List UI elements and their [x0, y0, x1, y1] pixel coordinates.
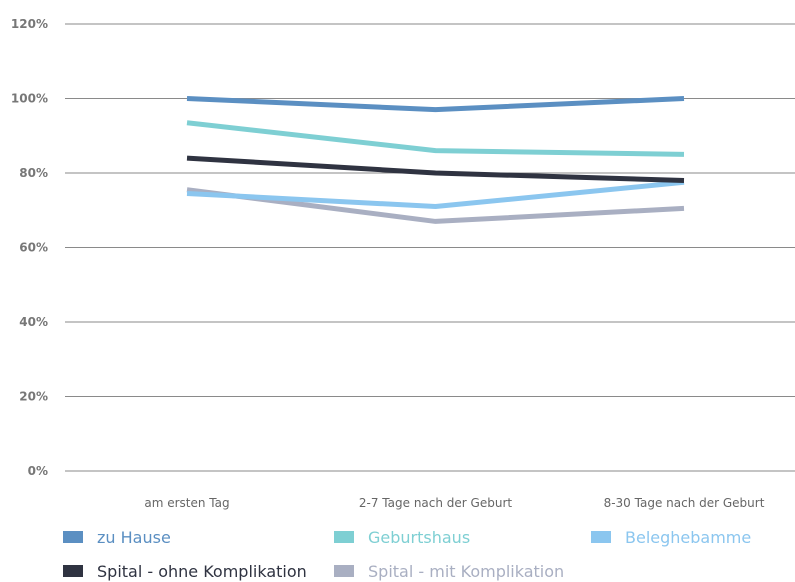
y-tick-label: 0%	[28, 464, 48, 478]
legend-label: zu Hause	[97, 527, 171, 547]
y-axis-ticks: 0% 20% 40% 60% 80% 100% 120%	[11, 17, 48, 478]
x-axis-ticks: am ersten Tag 2-7 Tage nach der Geburt 8-3…	[144, 496, 764, 510]
series-line-0	[186, 96, 685, 113]
legend-swatch	[63, 565, 83, 577]
legend-swatch	[591, 531, 611, 543]
y-tick-label: 20%	[19, 390, 48, 404]
y-tick-label: 100%	[11, 92, 48, 106]
legend-item-beleghebamme: Beleghebamme	[591, 526, 751, 548]
legend-item-geburtshaus: Geburtshaus	[334, 526, 470, 548]
line-chart: 0% 20% 40% 60% 80% 100% 120% am ersten Tag 2-7 …	[11, 17, 795, 510]
legend-item-spital-mit-komplikation: Spital - mit Komplikation	[334, 560, 564, 582]
gridlines	[65, 23, 795, 472]
x-tick-label: 2-7 Tage nach der Geburt	[359, 496, 512, 510]
legend-item-spital-ohne-komplikation: Spital - ohne Komplikation	[63, 560, 307, 582]
legend-item-zu-hause: zu Hause	[63, 526, 171, 548]
legend-swatch	[334, 565, 354, 577]
legend: zu Hause Geburtshaus Beleghebamme Spital…	[0, 520, 795, 582]
y-tick-label: 60%	[19, 241, 48, 255]
legend-label: Spital - mit Komplikation	[368, 561, 565, 581]
legend-label: Spital - ohne Komplikation	[97, 561, 307, 581]
series-lines	[186, 96, 685, 224]
series-line-2	[186, 179, 685, 210]
x-tick-label: 8-30 Tage nach der Geburt	[604, 496, 765, 510]
legend-label: Geburtshaus	[368, 527, 471, 547]
y-tick-label: 120%	[11, 17, 48, 31]
legend-swatch	[334, 531, 354, 543]
y-tick-label: 40%	[19, 315, 48, 329]
legend-swatch	[63, 531, 83, 543]
y-tick-label: 80%	[19, 166, 48, 180]
legend-label: Beleghebamme	[625, 527, 752, 547]
series-line-3	[186, 155, 685, 183]
x-tick-label: am ersten Tag	[144, 496, 229, 510]
series-line-1	[186, 120, 685, 157]
